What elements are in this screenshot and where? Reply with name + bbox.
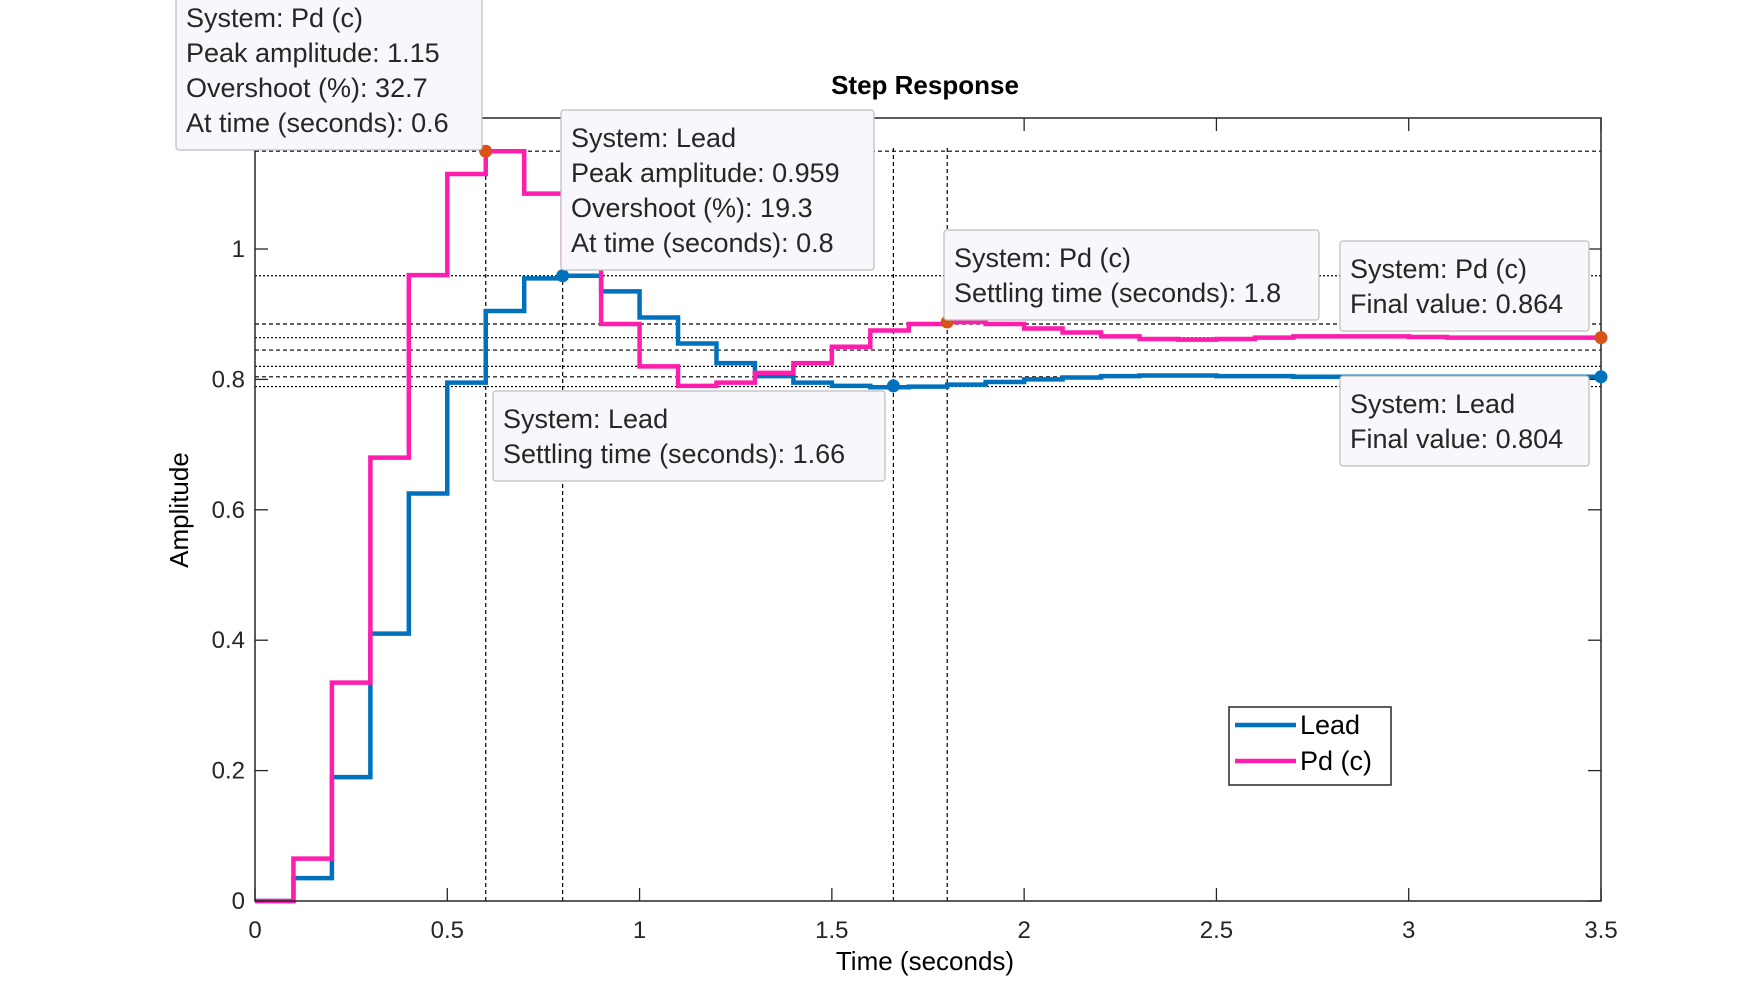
datatips: System: Pd (c) Peak amplitude: 1.15 Oversh… (175, 0, 1590, 482)
x-tick-label: 1.5 (815, 917, 848, 944)
datatip-box (1339, 240, 1590, 332)
datatip-pd-settling: System: Pd (c) Settling time (seconds): 1… (943, 229, 1320, 321)
datatip-box (943, 229, 1320, 321)
datatip-pd-peak: System: Pd (c) Peak amplitude: 1.15 Oversh… (175, 0, 483, 151)
datatip-box (560, 109, 875, 271)
datatip-text: Overshoot (%): 32.7 (186, 73, 428, 103)
x-axis-label: Time (seconds) (836, 946, 1014, 976)
datatip-text: Overshoot (%): 19.3 (571, 193, 813, 223)
datatip-text: System: Pd (c) (954, 243, 1131, 273)
datatip-marker (886, 379, 900, 393)
datatip-text: System: Lead (1350, 389, 1515, 419)
datatip-box (1339, 375, 1590, 467)
x-tick-label: 0 (248, 917, 261, 944)
x-tick-label: 2.5 (1200, 917, 1233, 944)
datatip-lead-peak: System: Lead Peak amplitude: 0.959 Oversho… (560, 109, 875, 271)
datatip-text: Final value: 0.804 (1350, 424, 1563, 454)
datatip-text: System: Lead (503, 404, 668, 434)
datatip-box (492, 390, 886, 482)
datatip-marker (556, 269, 570, 283)
datatip-text: Final value: 0.864 (1350, 289, 1563, 319)
y-tick-label: 1 (232, 236, 245, 263)
datatip-lead-settling: System: Lead Settling time (seconds): 1.6… (492, 390, 886, 482)
datatip-text: At time (seconds): 0.8 (571, 228, 834, 258)
datatip-text: Peak amplitude: 0.959 (571, 158, 840, 188)
legend[interactable]: Lead Pd (c) (1228, 706, 1392, 786)
series-line-pd-c (255, 148, 1601, 904)
series-line-lead (255, 273, 1601, 904)
x-tick-label: 0.5 (431, 917, 464, 944)
legend-box (1228, 706, 1392, 786)
datatip-text: System: Lead (571, 123, 736, 153)
datatip-text: Settling time (seconds): 1.8 (954, 278, 1281, 308)
series-layer (255, 148, 1601, 904)
legend-entries: Lead Pd (c) (1235, 710, 1372, 776)
datatip-marker (1594, 331, 1608, 345)
datatip-marker (1594, 370, 1608, 384)
y-tick-label: 0.4 (212, 627, 245, 654)
x-tick-label: 1 (633, 917, 646, 944)
datatip-text: System: Pd (c) (186, 3, 363, 33)
datatip-lead-final: System: Lead Final value: 0.804 (1339, 375, 1590, 467)
y-tick-label: 0.6 (212, 497, 245, 524)
legend-label: Lead (1300, 710, 1360, 740)
tick-labels: 0 0.5 1 1.5 2 2.5 3 3.5 0 0.2 0.4 0.6 0.8 1 (212, 236, 1618, 944)
chart-title: Step Response (831, 70, 1019, 100)
datatip-text: Peak amplitude: 1.15 (186, 38, 440, 68)
datatip-box (175, 0, 483, 151)
y-tick-label: 0.2 (212, 758, 245, 785)
legend-label: Pd (c) (1300, 746, 1372, 776)
datatip-text: System: Pd (c) (1350, 254, 1527, 284)
datatip-pd-final: System: Pd (c) Final value: 0.864 (1339, 240, 1590, 332)
y-tick-label: 0.8 (212, 366, 245, 393)
y-tick-label: 0 (232, 888, 245, 915)
datatip-text: At time (seconds): 0.6 (186, 108, 449, 138)
datatip-text: Settling time (seconds): 1.66 (503, 439, 845, 469)
x-tick-label: 3 (1402, 917, 1415, 944)
y-axis-label: Amplitude (164, 452, 194, 568)
x-tick-label: 2 (1017, 917, 1030, 944)
x-tick-label: 3.5 (1584, 917, 1617, 944)
